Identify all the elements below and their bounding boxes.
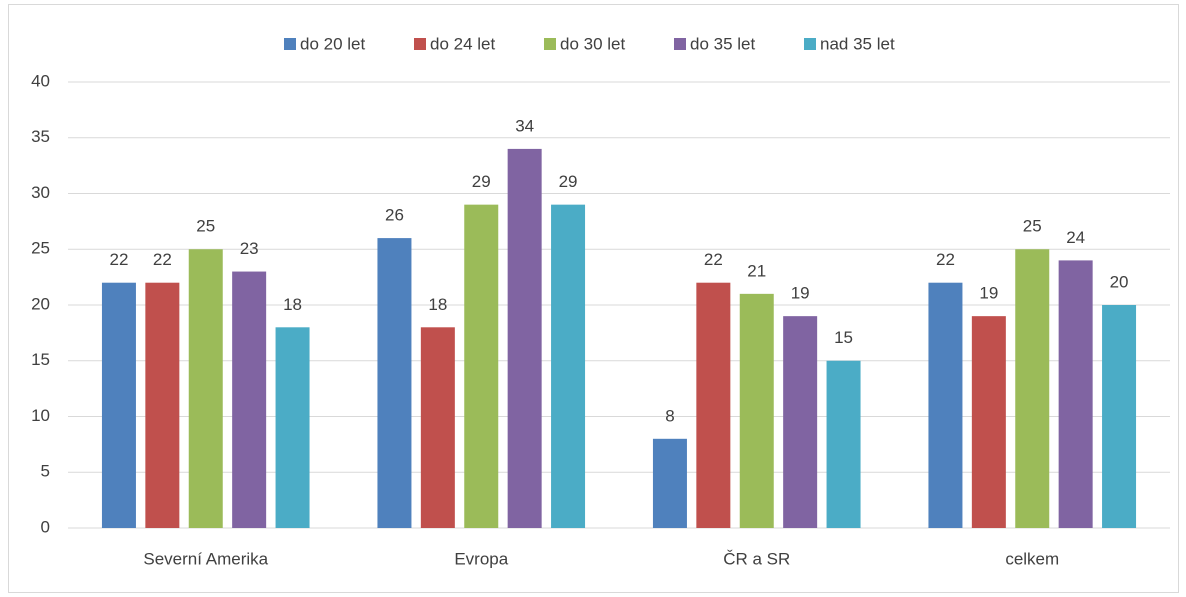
bar — [145, 282, 180, 528]
data-label: 22 — [153, 250, 172, 269]
legend-label: do 35 let — [690, 34, 755, 53]
bar — [928, 282, 963, 528]
bar — [1015, 249, 1050, 528]
data-label: 25 — [1023, 217, 1042, 236]
data-label: 29 — [559, 172, 578, 191]
y-tick-label: 10 — [31, 406, 50, 425]
x-tick-label: ČR a SR — [723, 549, 790, 568]
bar — [464, 204, 499, 528]
data-label: 25 — [196, 217, 215, 236]
y-tick-label: 0 — [41, 517, 50, 536]
y-tick-label: 15 — [31, 350, 50, 369]
legend-label: do 30 let — [560, 34, 625, 53]
data-label: 24 — [1066, 228, 1085, 247]
bar — [507, 148, 542, 528]
bar — [1058, 260, 1093, 528]
bar — [420, 327, 455, 528]
x-tick-label: celkem — [1005, 549, 1059, 568]
bar — [232, 271, 267, 528]
bar — [783, 316, 818, 528]
x-tick-label: Evropa — [454, 549, 508, 568]
data-label: 22 — [109, 250, 128, 269]
y-tick-label: 30 — [31, 183, 50, 202]
data-label: 15 — [834, 328, 853, 347]
data-label: 23 — [240, 239, 259, 258]
data-label: 34 — [515, 116, 534, 135]
data-label: 20 — [1110, 272, 1129, 291]
legend-label: do 24 let — [430, 34, 495, 53]
data-label: 22 — [704, 250, 723, 269]
y-tick-label: 25 — [31, 239, 50, 258]
data-label: 22 — [936, 250, 955, 269]
data-label: 18 — [428, 295, 447, 314]
bar — [696, 282, 731, 528]
x-tick-label: Severní Amerika — [143, 549, 268, 568]
bar — [971, 316, 1006, 528]
bar — [1102, 305, 1137, 528]
data-label: 21 — [747, 261, 766, 280]
y-tick-label: 35 — [31, 127, 50, 146]
legend-label: nad 35 let — [820, 34, 895, 53]
legend-label: do 20 let — [300, 34, 365, 53]
legend-swatch — [674, 38, 686, 50]
bar — [101, 282, 136, 528]
y-tick-label: 5 — [41, 462, 50, 481]
bar — [188, 249, 223, 528]
data-label: 29 — [472, 172, 491, 191]
legend-swatch — [414, 38, 426, 50]
bar — [275, 327, 310, 528]
y-tick-label: 20 — [31, 294, 50, 313]
legend-swatch — [804, 38, 816, 50]
data-label: 19 — [791, 284, 810, 303]
legend-swatch — [284, 38, 296, 50]
legend-swatch — [544, 38, 556, 50]
bar — [652, 438, 687, 528]
bar — [739, 293, 774, 528]
data-label: 26 — [385, 206, 404, 225]
bar — [551, 204, 586, 528]
data-label: 8 — [665, 406, 674, 425]
data-label: 18 — [283, 295, 302, 314]
bar — [377, 238, 412, 528]
y-tick-label: 40 — [31, 71, 50, 90]
bar — [826, 360, 861, 528]
data-label: 19 — [979, 284, 998, 303]
